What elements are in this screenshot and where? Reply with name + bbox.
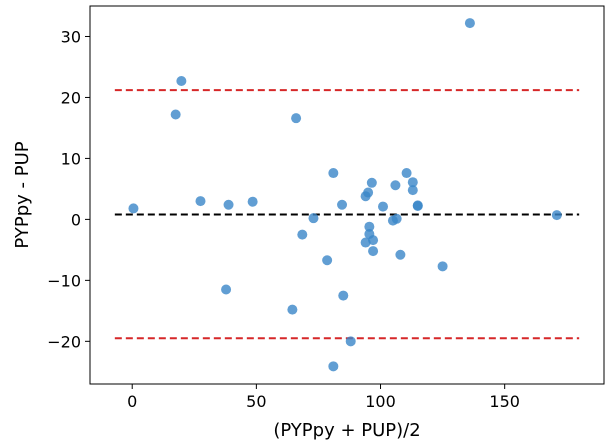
data-point	[221, 284, 232, 295]
y-tick-label: 10	[61, 149, 81, 168]
data-point	[363, 187, 374, 198]
data-point	[297, 229, 308, 240]
data-point	[412, 200, 423, 211]
y-tick-label: −10	[47, 271, 81, 290]
plot-frame	[89, 5, 605, 385]
data-point	[291, 113, 302, 124]
x-tick-label: 100	[365, 392, 396, 411]
data-point	[368, 235, 379, 246]
data-point	[395, 249, 406, 260]
data-point	[401, 168, 412, 179]
data-point	[223, 199, 234, 210]
x-axis-ticks: 0 50 100 150	[127, 384, 520, 411]
data-point	[128, 203, 139, 214]
data-point	[345, 336, 356, 347]
data-point	[366, 177, 377, 188]
data-point	[322, 255, 333, 266]
data-point	[170, 109, 181, 120]
data-point	[364, 221, 375, 232]
data-points	[128, 18, 562, 372]
data-point	[437, 261, 448, 272]
data-point	[407, 185, 418, 196]
data-point	[391, 213, 402, 224]
data-point	[176, 75, 187, 86]
y-tick-label: −20	[47, 332, 81, 351]
x-tick-label: 150	[489, 392, 520, 411]
reference-lines	[114, 89, 580, 340]
data-point	[287, 304, 298, 315]
data-point	[195, 196, 206, 207]
x-tick-label: 0	[127, 392, 137, 411]
y-axis-label: PYPpy - PUP	[12, 141, 33, 248]
data-point	[338, 290, 349, 301]
data-point	[551, 210, 562, 221]
x-axis-label: (PYPpy + PUP)/2	[273, 420, 420, 441]
data-point	[390, 180, 401, 191]
y-tick-label: 0	[71, 210, 81, 229]
data-point	[378, 201, 389, 212]
x-tick-label: 50	[246, 392, 266, 411]
data-point	[407, 177, 418, 188]
y-axis-ticks: −20 −10 0 10 20 30	[47, 27, 90, 351]
data-point	[328, 361, 339, 372]
y-tick-label: 30	[61, 27, 81, 46]
data-point	[308, 213, 319, 224]
data-point	[337, 199, 348, 210]
data-point	[464, 18, 475, 29]
data-point	[328, 168, 339, 179]
y-tick-label: 20	[61, 88, 81, 107]
data-point	[368, 246, 379, 257]
data-point	[247, 196, 258, 207]
